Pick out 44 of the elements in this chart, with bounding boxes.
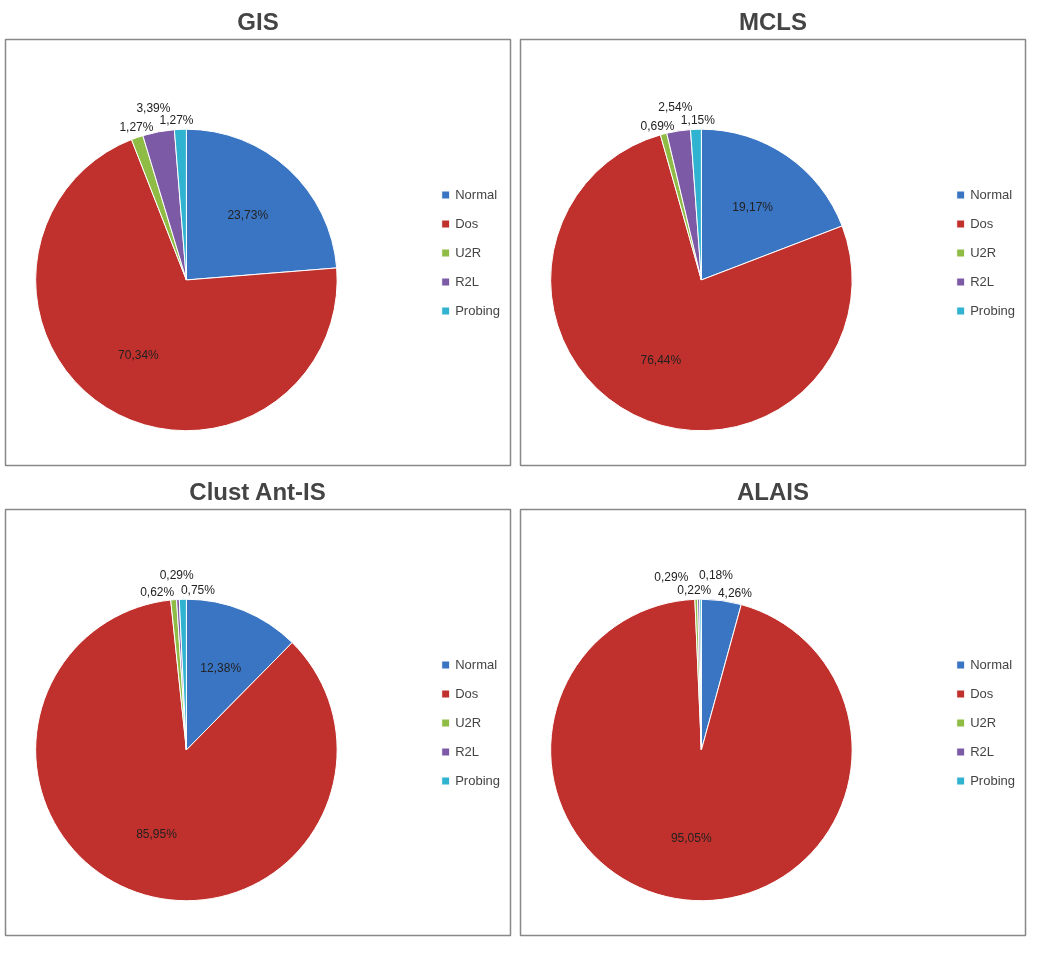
chart-title: GIS xyxy=(237,7,279,35)
data-label: 0,62% xyxy=(140,585,175,600)
data-label: 0,18% xyxy=(698,568,734,583)
legend-label: Probing xyxy=(455,772,500,788)
data-label: 1,27% xyxy=(119,120,154,135)
data-label: 12,38% xyxy=(200,660,242,675)
data-label: 70,34% xyxy=(118,348,160,363)
data-label: 0,69% xyxy=(640,118,675,133)
legend-label: R2L xyxy=(970,743,995,759)
data-label: 0,22% xyxy=(677,582,712,597)
legend-label: R2L xyxy=(455,743,480,759)
legend-label: R2L xyxy=(455,273,480,289)
data-label: 85,95% xyxy=(136,827,178,842)
data-label: 3,39% xyxy=(136,100,171,115)
legend-label: Probing xyxy=(970,772,1015,788)
legend-label: U2R xyxy=(970,714,997,730)
data-label: 19,17% xyxy=(732,199,774,214)
data-label: 23,73% xyxy=(227,207,269,222)
data-label: 95,05% xyxy=(670,831,712,846)
legend-label: Dos xyxy=(455,685,479,701)
legend-label: U2R xyxy=(455,244,482,260)
legend-label: Probing xyxy=(455,302,500,318)
data-label: 0,29% xyxy=(159,568,194,583)
chart-title: MCLS xyxy=(739,7,807,35)
legend-label: Dos xyxy=(455,215,479,231)
data-label: 76,44% xyxy=(640,352,682,367)
legend-label: R2L xyxy=(970,273,995,289)
legend-label: Dos xyxy=(970,215,994,231)
legend-label: Normal xyxy=(970,186,1013,202)
chart-title: Clust Ant-IS xyxy=(189,477,326,505)
legend-label: Normal xyxy=(455,186,498,202)
data-label: 2,54% xyxy=(658,99,693,114)
chart-title: ALAIS xyxy=(737,477,809,505)
data-label: 1,15% xyxy=(680,112,716,127)
data-label: 0,75% xyxy=(180,583,216,598)
legend-label: U2R xyxy=(970,244,997,260)
data-label: 4,26% xyxy=(717,586,753,601)
legend-label: Normal xyxy=(970,656,1013,672)
legend-label: U2R xyxy=(455,714,482,730)
data-label: 1,27% xyxy=(159,112,194,127)
legend-label: Normal xyxy=(455,656,498,672)
legend-label: Probing xyxy=(970,302,1015,318)
legend-label: Dos xyxy=(970,685,994,701)
data-label: 0,29% xyxy=(654,570,689,585)
